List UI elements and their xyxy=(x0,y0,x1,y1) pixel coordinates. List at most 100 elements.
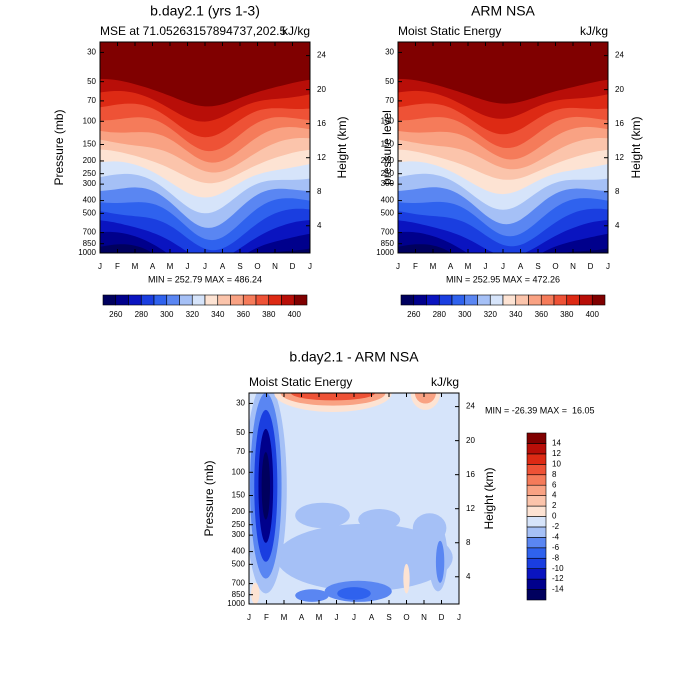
colorbar-label: 380 xyxy=(560,310,574,319)
contour-field xyxy=(100,42,310,253)
y-tick-label: 1000 xyxy=(227,599,245,608)
colorbar-label: 280 xyxy=(135,310,149,319)
contour-region xyxy=(403,563,410,594)
y-tick-label: 200 xyxy=(83,156,97,165)
y-tick-label: 150 xyxy=(381,140,395,149)
y-tick-label: 30 xyxy=(87,48,96,57)
x-tick-label: D xyxy=(588,262,594,271)
colorbar-label: 260 xyxy=(407,310,421,319)
y-tick-label: 850 xyxy=(381,239,395,248)
colorbar-label: 320 xyxy=(186,310,200,319)
colorbar-box xyxy=(153,294,168,306)
colorbar-box xyxy=(566,294,580,306)
colorbar-box xyxy=(464,294,478,306)
y-tick-label: 150 xyxy=(232,491,246,500)
y-tick-label: 70 xyxy=(236,447,245,456)
colorbar-label: 400 xyxy=(586,310,600,319)
colorbar-box xyxy=(179,294,193,306)
y2-tick-label: 16 xyxy=(615,119,624,128)
y-tick-label: 70 xyxy=(87,96,96,105)
colorbar-box xyxy=(102,294,117,306)
x-tick-label: N xyxy=(570,262,576,271)
colorbar-box xyxy=(502,294,517,306)
x-tick-label: J xyxy=(457,613,461,622)
y-tick-label: 400 xyxy=(381,196,395,205)
min-max-stats: MIN = 252.79 MAX = 486.24 xyxy=(148,274,262,284)
y2-tick-label: 20 xyxy=(615,85,624,94)
x-tick-label: M xyxy=(132,262,139,271)
colorbar-box xyxy=(438,294,453,306)
y2-axis-label: Height (km) xyxy=(629,116,643,178)
y2-tick-label: 4 xyxy=(615,221,620,230)
contour-region xyxy=(337,587,371,600)
colorbar-box xyxy=(526,516,547,528)
colorbar-box xyxy=(293,294,308,306)
y-tick-label: 30 xyxy=(385,48,394,57)
x-tick-label: S xyxy=(535,262,540,271)
x-tick-label: J xyxy=(501,262,505,271)
colorbar-box xyxy=(515,294,529,306)
colorbar-box xyxy=(242,294,257,306)
x-tick-label: A xyxy=(299,613,305,622)
x-tick-label: A xyxy=(448,262,454,271)
contour-field xyxy=(249,393,459,604)
y-axis-label: Pressure (mb) xyxy=(52,109,66,185)
x-tick-label: M xyxy=(316,613,323,622)
x-tick-label: J xyxy=(335,613,339,622)
y-tick-label: 50 xyxy=(385,77,394,86)
x-tick-label: O xyxy=(552,262,558,271)
x-tick-label: J xyxy=(98,262,102,271)
min-max-stats: MIN = 252.95 MAX = 472.26 xyxy=(446,274,560,284)
colorbar-box xyxy=(526,557,547,569)
colorbar-label: -10 xyxy=(552,564,564,573)
y2-tick-label: 20 xyxy=(317,85,326,94)
y-tick-label: 500 xyxy=(232,559,246,568)
colorbar-box xyxy=(526,547,547,559)
colorbar-box xyxy=(526,568,547,580)
colorbar-label: 380 xyxy=(262,310,276,319)
colorbar-box xyxy=(526,578,547,590)
colorbar-box xyxy=(553,294,568,306)
x-tick-label: A xyxy=(369,613,375,622)
colorbar-box xyxy=(281,294,295,306)
y-tick-label: 1000 xyxy=(78,248,96,257)
x-tick-label: O xyxy=(403,613,409,622)
x-tick-label: J xyxy=(247,613,251,622)
contour-region xyxy=(261,452,270,520)
colorbar-box xyxy=(526,484,547,496)
colorbar-label: 6 xyxy=(552,480,557,489)
x-tick-label: A xyxy=(220,262,226,271)
contour-band xyxy=(398,42,608,104)
y2-tick-label: 24 xyxy=(317,51,326,60)
x-tick-label: S xyxy=(386,613,391,622)
x-tick-label: D xyxy=(439,613,445,622)
x-tick-label: A xyxy=(150,262,156,271)
y2-tick-label: 24 xyxy=(615,51,624,60)
colorbar-box xyxy=(128,294,142,306)
colorbar-label: 260 xyxy=(109,310,123,319)
colorbar-label: 2 xyxy=(552,501,557,510)
y2-axis-label: Height (km) xyxy=(482,467,496,529)
colorbar-box xyxy=(166,294,180,306)
x-tick-label: N xyxy=(272,262,278,271)
x-tick-label: M xyxy=(430,262,437,271)
colorbar-label: 400 xyxy=(288,310,302,319)
colorbar-box xyxy=(477,294,491,306)
min-max-stats: MIN = -26.39 MAX = 16.05 xyxy=(485,405,595,415)
x-tick-label: S xyxy=(237,262,242,271)
colorbar-label: -14 xyxy=(552,585,564,594)
colorbar-label: 300 xyxy=(160,310,174,319)
y-tick-label: 500 xyxy=(83,208,97,217)
y-tick-label: 400 xyxy=(232,547,246,556)
colorbar-label: 300 xyxy=(458,310,472,319)
panel-title: b.day2.1 (yrs 1-3) xyxy=(150,3,260,19)
panel-title: b.day2.1 - ARM NSA xyxy=(289,349,419,365)
colorbar-box xyxy=(413,294,427,306)
x-tick-label: M xyxy=(465,262,472,271)
colorbar-box xyxy=(489,294,504,306)
colorbar-label: 12 xyxy=(552,449,561,458)
y-tick-label: 250 xyxy=(83,169,97,178)
colorbar-label: 10 xyxy=(552,459,561,468)
y-tick-label: 150 xyxy=(83,140,97,149)
